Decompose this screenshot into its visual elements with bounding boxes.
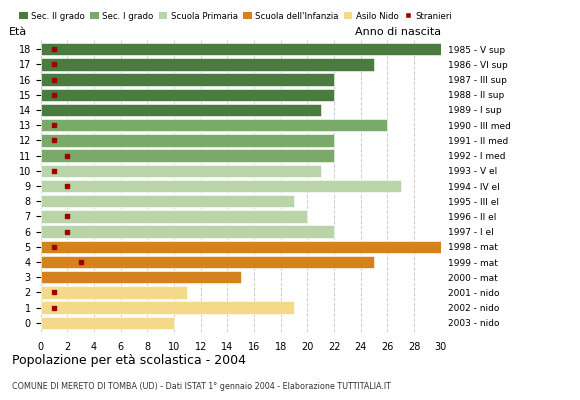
Bar — [41, 317, 174, 329]
Bar — [41, 119, 387, 132]
Bar — [41, 134, 334, 147]
Text: Età: Età — [9, 27, 27, 37]
Bar — [41, 271, 241, 284]
Bar — [41, 58, 374, 70]
Bar — [41, 73, 334, 86]
Bar — [41, 240, 441, 253]
Bar — [41, 43, 441, 55]
Bar — [41, 164, 321, 177]
Legend: Sec. II grado, Sec. I grado, Scuola Primaria, Scuola dell'Infanzia, Asilo Nido, : Sec. II grado, Sec. I grado, Scuola Prim… — [16, 8, 456, 24]
Bar — [41, 210, 307, 223]
Bar — [41, 195, 294, 208]
Bar — [41, 302, 294, 314]
Text: Popolazione per età scolastica - 2004: Popolazione per età scolastica - 2004 — [12, 354, 245, 367]
Bar — [41, 149, 334, 162]
Bar — [41, 286, 187, 299]
Text: Anno di nascita: Anno di nascita — [355, 27, 441, 37]
Bar — [41, 225, 334, 238]
Bar — [41, 88, 334, 101]
Bar — [41, 104, 321, 116]
Bar — [41, 256, 374, 268]
Bar — [41, 180, 401, 192]
Text: COMUNE DI MERETO DI TOMBA (UD) - Dati ISTAT 1° gennaio 2004 - Elaborazione TUTTI: COMUNE DI MERETO DI TOMBA (UD) - Dati IS… — [12, 382, 390, 391]
